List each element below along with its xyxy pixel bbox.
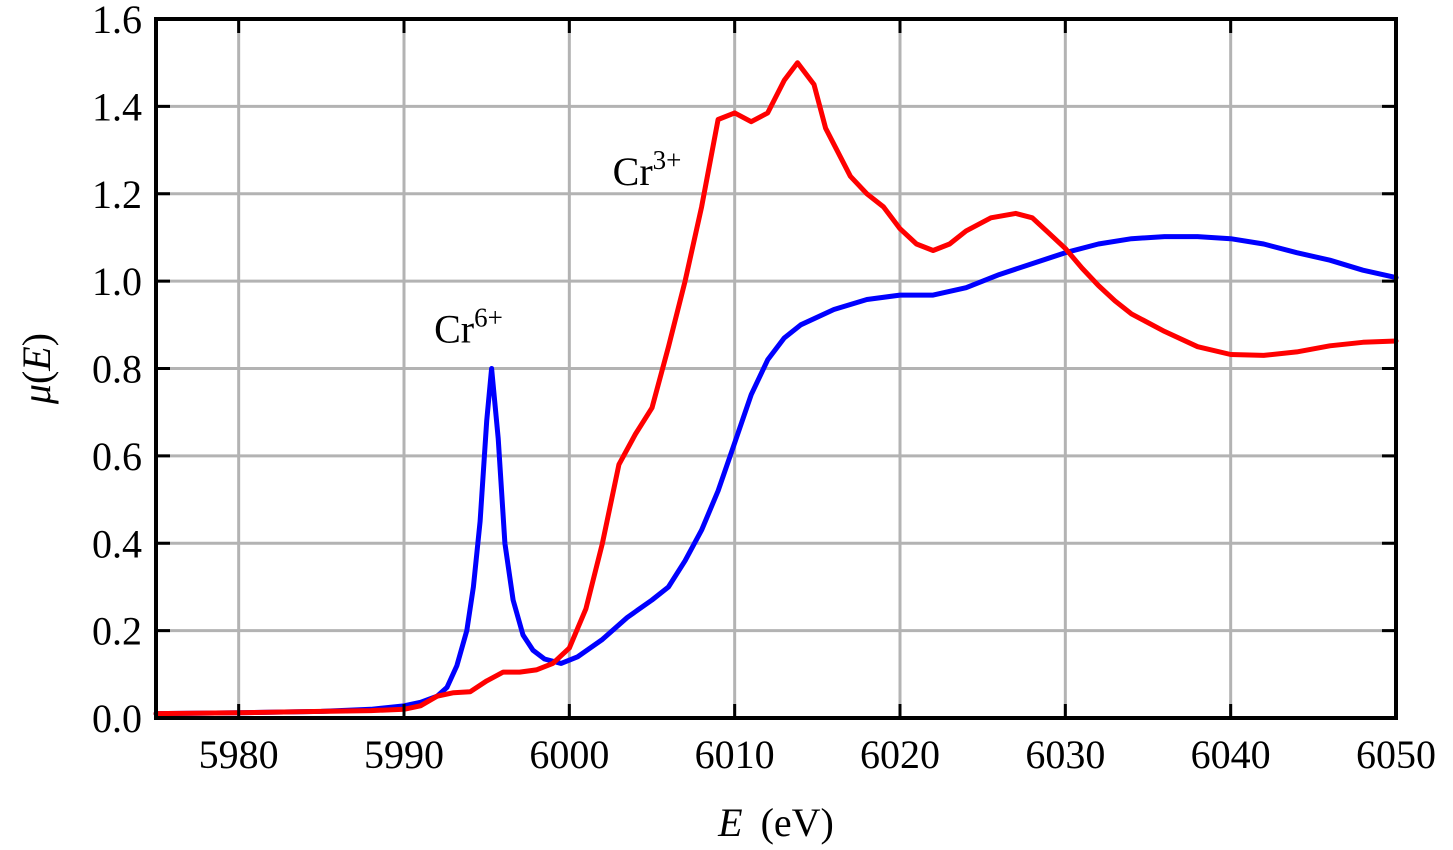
series-label-superscript: 3+ xyxy=(653,145,682,175)
x-tick-label: 6000 xyxy=(529,732,609,777)
y-tick-label: 0.2 xyxy=(92,609,142,654)
y-axis-function: μ xyxy=(14,384,59,405)
series-layer xyxy=(153,60,1399,717)
y-tick-label: 0.8 xyxy=(92,347,142,392)
y-axis-open-paren: ( xyxy=(14,371,59,384)
x-tick-label: 5980 xyxy=(199,732,279,777)
series-label-base: Cr xyxy=(434,306,474,351)
annotations: Cr6+Cr3+ xyxy=(434,145,681,351)
y-tick-label: 1.0 xyxy=(92,259,142,304)
series-line-cr6- xyxy=(153,234,1399,717)
x-tick-label: 6040 xyxy=(1191,732,1271,777)
series-label-base: Cr xyxy=(613,149,653,194)
y-tick-label: 1.2 xyxy=(92,172,142,217)
tick-labels: 5980 5990 6000 6010 6020 6030 6040 6050 0.0 0.2 0.… xyxy=(92,0,1436,777)
x-axis-unit: (eV) xyxy=(761,800,834,845)
series-label-superscript: 6+ xyxy=(474,302,503,332)
x-tick-label: 6030 xyxy=(1025,732,1105,777)
series-label-cr6-: Cr6+ xyxy=(434,302,503,351)
x-tick-label: 5990 xyxy=(364,732,444,777)
x-axis-variable: E xyxy=(717,800,742,845)
y-tick-label: 1.4 xyxy=(92,84,142,129)
grid xyxy=(156,19,1396,718)
y-axis-title: μ(E) xyxy=(14,333,59,405)
series-line-cr3- xyxy=(153,60,1399,717)
x-tick-label: 6010 xyxy=(695,732,775,777)
series-label-cr3-: Cr3+ xyxy=(613,145,682,194)
y-tick-label: 0.0 xyxy=(92,696,142,741)
x-tick-label: 6050 xyxy=(1356,732,1436,777)
y-axis-close-paren: ) xyxy=(14,333,59,346)
y-axis-argument: E xyxy=(14,346,59,371)
ticks xyxy=(156,17,1398,720)
y-tick-label: 1.6 xyxy=(92,0,142,42)
x-axis-title: E (eV) xyxy=(717,800,834,845)
y-tick-label: 0.6 xyxy=(92,434,142,479)
x-tick-label: 6020 xyxy=(860,732,940,777)
y-tick-label: 0.4 xyxy=(92,521,142,566)
